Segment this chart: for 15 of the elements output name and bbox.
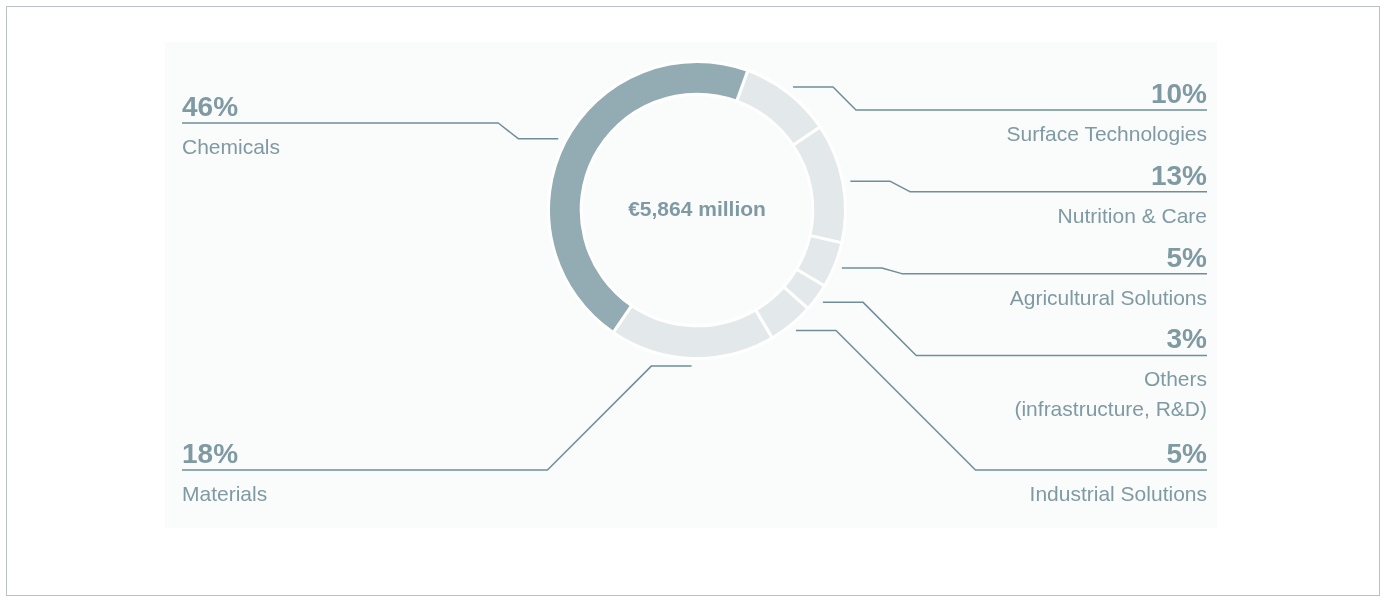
data-label: 46% (182, 91, 239, 122)
data-label: 5% (1166, 438, 1208, 469)
slice-label: Others (infrastructure, R&D) (1014, 367, 1207, 421)
slice-label: Industrial Solutions (1029, 482, 1207, 505)
slice-label: Surface Technologies (1006, 122, 1207, 145)
data-label: 5% (1166, 241, 1208, 273)
data-label: 13% (1150, 159, 1208, 191)
data-label: 10% (1150, 78, 1208, 109)
slice-label: Materials (182, 482, 268, 505)
slice-label: Chemicals (182, 135, 281, 158)
slice-label: Agricultural Solutions (1009, 285, 1207, 309)
slice-label: Nutrition & Care (1057, 203, 1207, 227)
data-label: 3% (1166, 323, 1208, 355)
text: €5,864 million (628, 196, 766, 220)
data-label: 18% (182, 438, 239, 469)
